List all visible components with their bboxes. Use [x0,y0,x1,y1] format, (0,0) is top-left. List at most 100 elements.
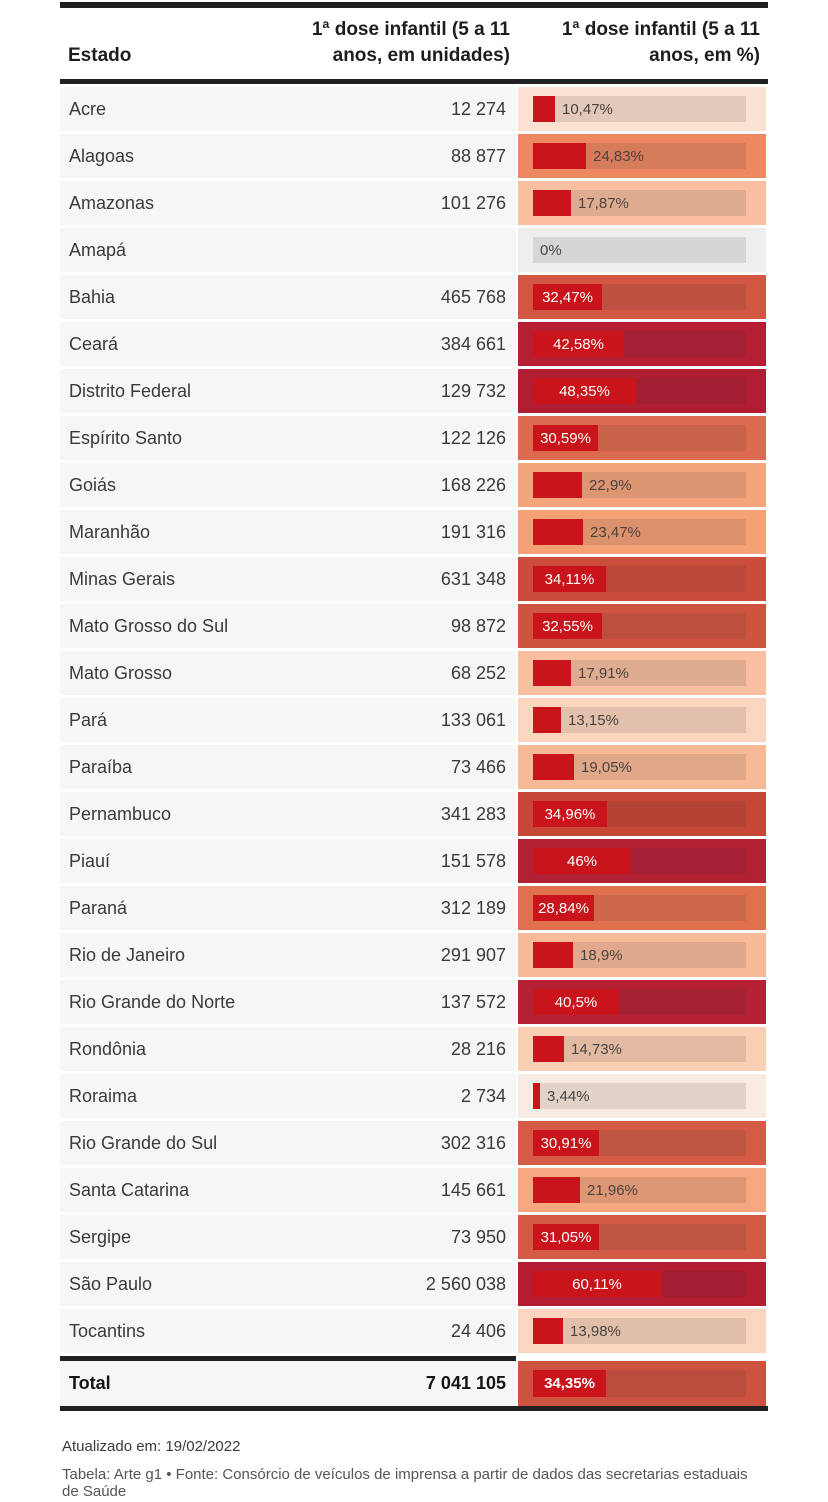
pct-cell: 10,47% [518,87,766,132]
pct-bar [533,284,602,311]
row-left-cell: Mato Grosso 68 252 [60,651,516,696]
row-left-cell: Total 7 041 105 [60,1361,516,1407]
top-rule [60,2,768,8]
table-row: São Paulo 2 560 038 60,11% [60,1262,768,1307]
pct-label: 30,59% [540,429,591,447]
state-cell: Pará [69,709,108,730]
state-cell: Espírito Santo [69,427,183,448]
row-left-cell: Paraná 312 189 [60,886,516,931]
pct-cell: 22,9% [518,463,766,508]
pct-cell: 14,73% [518,1027,766,1072]
pct-label: 42,58% [553,335,604,353]
pct-bar [533,425,598,452]
table-row: Total 7 041 105 34,35% [60,1361,768,1407]
pct-label: 22,9% [589,476,632,494]
pct-bar [533,989,619,1016]
pct-bar [533,1130,599,1157]
pct-bar [533,942,573,969]
units-cell: 465 768 [440,286,506,307]
pct-bar [533,1370,606,1398]
state-cell: Acre [69,98,107,119]
updated-text: Atualizado em: 19/02/2022 [62,1438,241,1456]
pct-cell: 3,44% [518,1074,766,1119]
units-cell: 12 274 [450,98,506,119]
units-cell: 7 041 105 [425,1373,506,1394]
pct-bar [533,895,594,922]
pct-label: 34,96% [544,805,596,823]
pct-cell: 19,05% [518,745,766,790]
pct-label: 17,87% [578,194,629,212]
pct-bar [533,96,555,123]
row-left-cell: Acre 12 274 [60,87,516,132]
table-row: Paraíba 73 466 19,05% [60,745,768,790]
state-cell: Alagoas [69,145,135,166]
pct-cell: 31,05% [518,1215,766,1260]
state-cell: Rio Grande do Norte [69,991,236,1012]
table-row: Sergipe 73 950 31,05% [60,1215,768,1260]
pct-label: 13,15% [568,711,619,729]
pct-cell: 30,59% [518,416,766,461]
table-row: Rio Grande do Norte 137 572 40,5% [60,980,768,1025]
state-cell: Mato Grosso do Sul [69,615,229,636]
units-cell: 384 661 [440,333,506,354]
header-estado: Estado [68,44,132,66]
pct-label: 21,96% [587,1181,638,1199]
state-cell: São Paulo [69,1273,153,1294]
state-cell: Bahia [69,286,116,307]
row-left-cell: Rio de Janeiro 291 907 [60,933,516,978]
table-row: Roraima 2 734 3,44% [60,1074,768,1119]
state-cell: Pernambuco [69,803,172,824]
pct-cell: 23,47% [518,510,766,555]
row-left-cell: Pernambuco 341 283 [60,792,516,837]
pct-cell: 28,84% [518,886,766,931]
units-cell: 2 560 038 [425,1273,506,1294]
pct-cell: 18,9% [518,933,766,978]
row-left-cell: Santa Catarina 145 661 [60,1168,516,1213]
state-cell: Santa Catarina [69,1179,190,1200]
row-left-cell: Paraíba 73 466 [60,745,516,790]
total-top-rule [60,1356,516,1362]
row-left-cell: Goiás 168 226 [60,463,516,508]
pct-bar [533,707,561,734]
pct-track [533,1083,746,1110]
row-left-cell: Piauí 151 578 [60,839,516,884]
pct-cell: 60,11% [518,1262,766,1307]
table-row: Bahia 465 768 32,47% [60,275,768,320]
pct-track [533,707,746,734]
units-cell: 291 907 [440,944,506,965]
row-left-cell: Rondônia 28 216 [60,1027,516,1072]
table-row: Espírito Santo 122 126 30,59% [60,416,768,461]
pct-label: 0% [540,241,562,259]
units-cell: 122 126 [440,427,506,448]
pct-label: 19,05% [581,758,632,776]
table-body: Acre 12 274 10,47% Alagoas 88 877 24,83%… [60,87,768,1354]
pct-bar [533,613,602,640]
state-cell: Ceará [69,333,119,354]
pct-label: 23,47% [590,523,641,541]
units-cell: 302 316 [440,1132,506,1153]
table-row: Maranhão 191 316 23,47% [60,510,768,555]
units-cell: 88 877 [450,145,506,166]
total-row-slot: Total 7 041 105 34,35% [60,1361,768,1407]
row-left-cell: Ceará 384 661 [60,322,516,367]
vaccination-table: Estado 1ª dose infantil (5 a 11 anos, em… [60,2,768,1500]
row-left-cell: Bahia 465 768 [60,275,516,320]
pct-cell: 17,91% [518,651,766,696]
pct-bar [533,143,586,170]
pct-cell: 21,96% [518,1168,766,1213]
pct-bar [533,1083,540,1110]
state-cell: Distrito Federal [69,380,192,401]
state-cell: Total [69,1373,111,1394]
table-row: Distrito Federal 129 732 48,35% [60,369,768,414]
table-row: Tocantins 24 406 13,98% [60,1309,768,1354]
pct-cell: 0% [518,228,766,273]
table-row: Ceará 384 661 42,58% [60,322,768,367]
table-row: Piauí 151 578 46% [60,839,768,884]
pct-label: 48,35% [559,382,610,400]
units-cell: 312 189 [440,897,506,918]
pct-label: 46% [566,852,598,870]
state-cell: Piauí [69,850,111,871]
header-unidades: 1ª dose infantil (5 a 11 anos, em unidad… [311,19,510,66]
table-row: Alagoas 88 877 24,83% [60,134,768,179]
state-cell: Amapá [69,239,127,260]
